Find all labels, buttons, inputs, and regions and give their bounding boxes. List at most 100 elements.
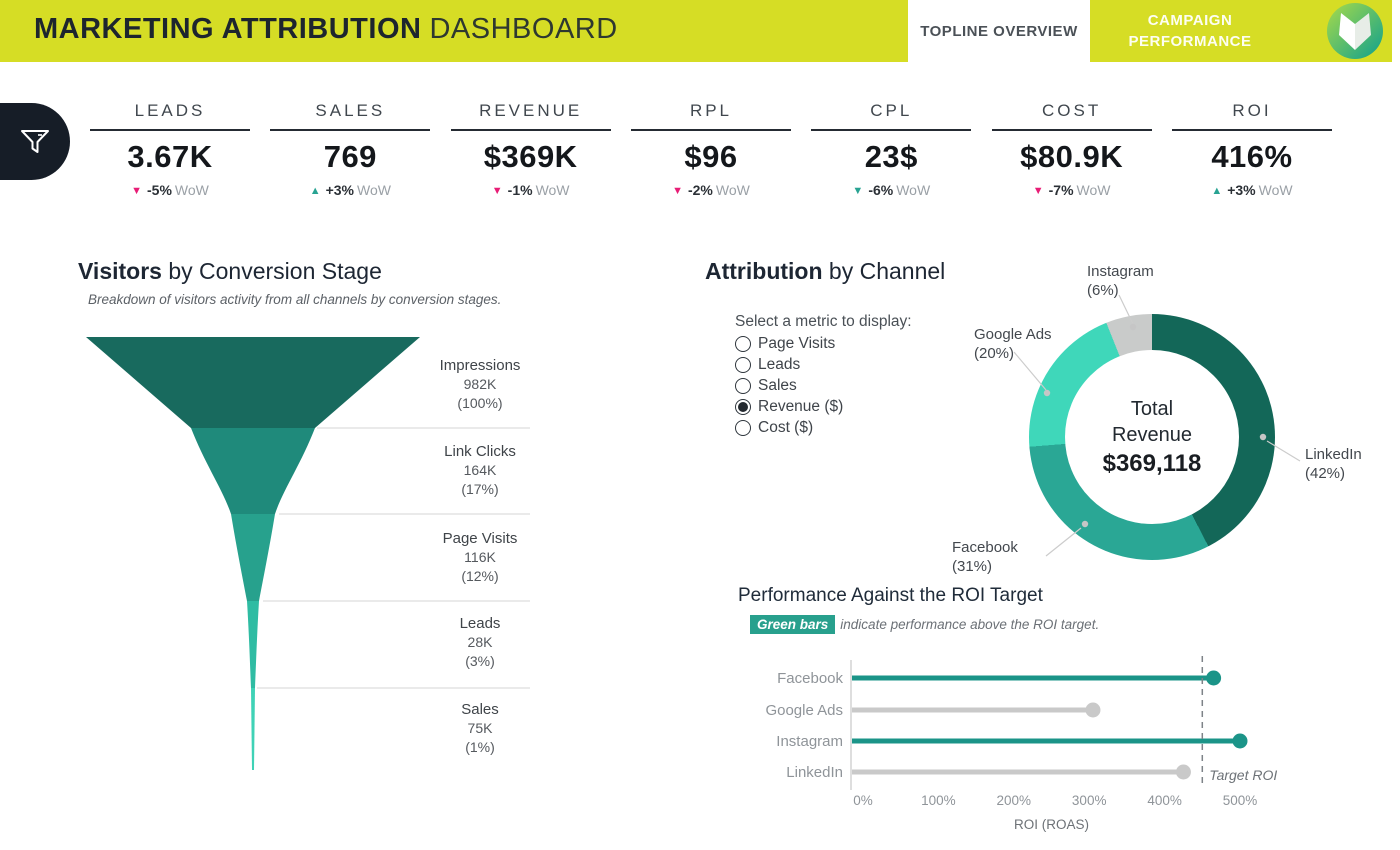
roi-row-label: Instagram [776,733,843,750]
channel-pct: (31%) [952,558,993,575]
stage-pct: (12%) [461,568,499,584]
funnel-band-sales[interactable] [251,688,255,770]
kpi-change-period: WoW [357,182,391,198]
funnel-stage-label: Link Clicks 164K (17%) [420,442,540,499]
tab-topline-overview[interactable]: TOPLINE OVERVIEW [908,0,1090,62]
stage-name: Link Clicks [444,443,516,460]
funnel-title-bold: Visitors [78,258,162,284]
donut-label-linkedin: LinkedIn (42%) [1305,445,1362,483]
kpi-label: REVENUE [450,101,611,131]
filter-button[interactable] [0,103,70,180]
kpi-value: $369K [483,139,578,174]
page-title-bold: MARKETING ATTRIBUTION [34,13,422,45]
radio-button-icon[interactable] [735,378,751,394]
roi-subtitle-text: indicate performance above the ROI targe… [840,617,1100,632]
kpi-label: SALES [270,101,431,131]
roi-section-title: Performance Against the ROI Target [738,585,1043,606]
kpi-label: LEADS [90,101,250,131]
roi-dot[interactable] [1206,670,1222,686]
radio-button-icon[interactable] [735,420,751,436]
kpi-change: ▲ +3% WoW [1172,182,1332,198]
funnel-stage-label: Leads 28K (3%) [420,614,540,671]
kpi-change: ▼ -1% WoW [451,182,611,198]
funnel-stage-label: Page Visits 116K (12%) [420,529,540,586]
stage-value: 28K [467,634,493,650]
radio-label: Leads [758,356,801,373]
funnel-band-link-clicks[interactable] [191,428,315,514]
stage-value: 982K [463,376,497,392]
radio-option-revenue[interactable]: Revenue ($) [735,398,912,416]
kpi-change-pct: +3% [325,182,354,198]
kpi-value: 3.67K [127,139,213,174]
kpi-change: ▼ -2% WoW [631,182,791,198]
stage-name: Sales [461,701,499,718]
kpi-value: 23$ [864,139,918,174]
kpi-change-period: WoW [1076,182,1111,198]
trend-down-icon: ▼ [1032,185,1044,197]
donut-label-google-ads: Google Ads (20%) [974,325,1052,363]
target-roi-label: Target ROI [1209,767,1277,783]
stage-value: 164K [463,462,497,478]
stage-value: 75K [467,720,493,736]
kpi-change: ▲ +3% WoW [270,182,430,198]
radio-option-leads[interactable]: Leads [735,356,912,374]
kpi-label: ROI [1171,101,1332,131]
funnel-band-leads[interactable] [247,601,259,688]
stage-value: 116K [464,549,496,565]
kpi-change-pct: -5% [147,182,172,198]
funnel-stage-label: Sales 75K (1%) [420,700,540,757]
tab-campaign-performance[interactable]: CAMPAIGN PERFORMANCE [1128,12,1252,50]
funnel-section-title: Visitors by Conversion Stage [78,258,382,285]
radio-button-icon[interactable] [735,357,751,373]
stage-name: Leads [459,615,501,632]
kpi-revenue: REVENUE $369K ▼ -1% WoW [450,101,611,198]
kpi-change-pct: -6% [868,182,894,198]
funnel-stage-label: Impressions 982K (100%) [420,356,540,413]
metric-picker-prompt: Select a metric to display: [735,313,912,330]
roi-row-label: Google Ads [765,702,843,719]
roi-row-label: LinkedIn [786,764,843,781]
x-axis-tick: 200% [997,793,1032,808]
kpi-value: $96 [684,139,738,174]
channel-name: Facebook [952,539,1018,556]
kpi-label: RPL [630,101,791,131]
header-bar: MARKETING ATTRIBUTION DASHBOARD TOPLINE O… [0,0,1392,62]
kpi-change-pct: +3% [1227,182,1256,198]
attribution-section-title: Attribution by Channel [705,258,945,285]
funnel-band-impressions[interactable] [86,337,420,428]
funnel-section-subtitle: Breakdown of visitors activity from all … [88,292,502,307]
x-axis-tick: 500% [1223,793,1258,808]
roi-row-label: Facebook [777,670,843,687]
radio-option-cost[interactable]: Cost ($) [735,419,912,437]
roi-dot[interactable] [1175,764,1191,780]
radio-label: Page Visits [758,335,836,352]
kpi-change: ▼ -6% WoW [811,182,971,198]
channel-name: Google Ads [974,326,1052,343]
channel-name: Instagram [1087,263,1154,280]
roi-dot[interactable] [1232,733,1248,749]
kpi-change-period: WoW [715,182,750,198]
kpi-label: COST [991,101,1152,131]
kpi-leads: LEADS 3.67K ▼ -5% WoW [90,101,250,198]
attribution-donut-chart[interactable]: Total Revenue $369,118 [1029,314,1275,560]
trend-down-icon: ▼ [131,185,142,197]
radio-button-icon[interactable] [735,399,751,415]
radio-button-icon[interactable] [735,336,751,352]
radio-label: Sales [758,377,797,394]
kpi-change-pct: -2% [687,182,713,198]
radio-option-sales[interactable]: Sales [735,377,912,395]
kpi-sales: SALES 769 ▲ +3% WoW [270,101,431,198]
brand-logo-icon [1327,3,1383,59]
donut-center-label: Revenue [1111,424,1193,446]
kpi-rpl: RPL $96 ▼ -2% WoW [630,101,791,198]
stage-name: Page Visits [442,530,518,547]
kpi-value: 416% [1211,139,1293,174]
funnel-band-page-visits[interactable] [231,514,275,601]
donut-center-value: $369,118 [1102,450,1202,477]
roi-dot[interactable] [1085,702,1101,718]
funnel-title-rest: by Conversion Stage [161,258,382,284]
channel-pct: (6%) [1087,282,1119,299]
radio-option-page-visits[interactable]: Page Visits [735,335,912,353]
trend-down-icon: ▼ [672,185,683,197]
